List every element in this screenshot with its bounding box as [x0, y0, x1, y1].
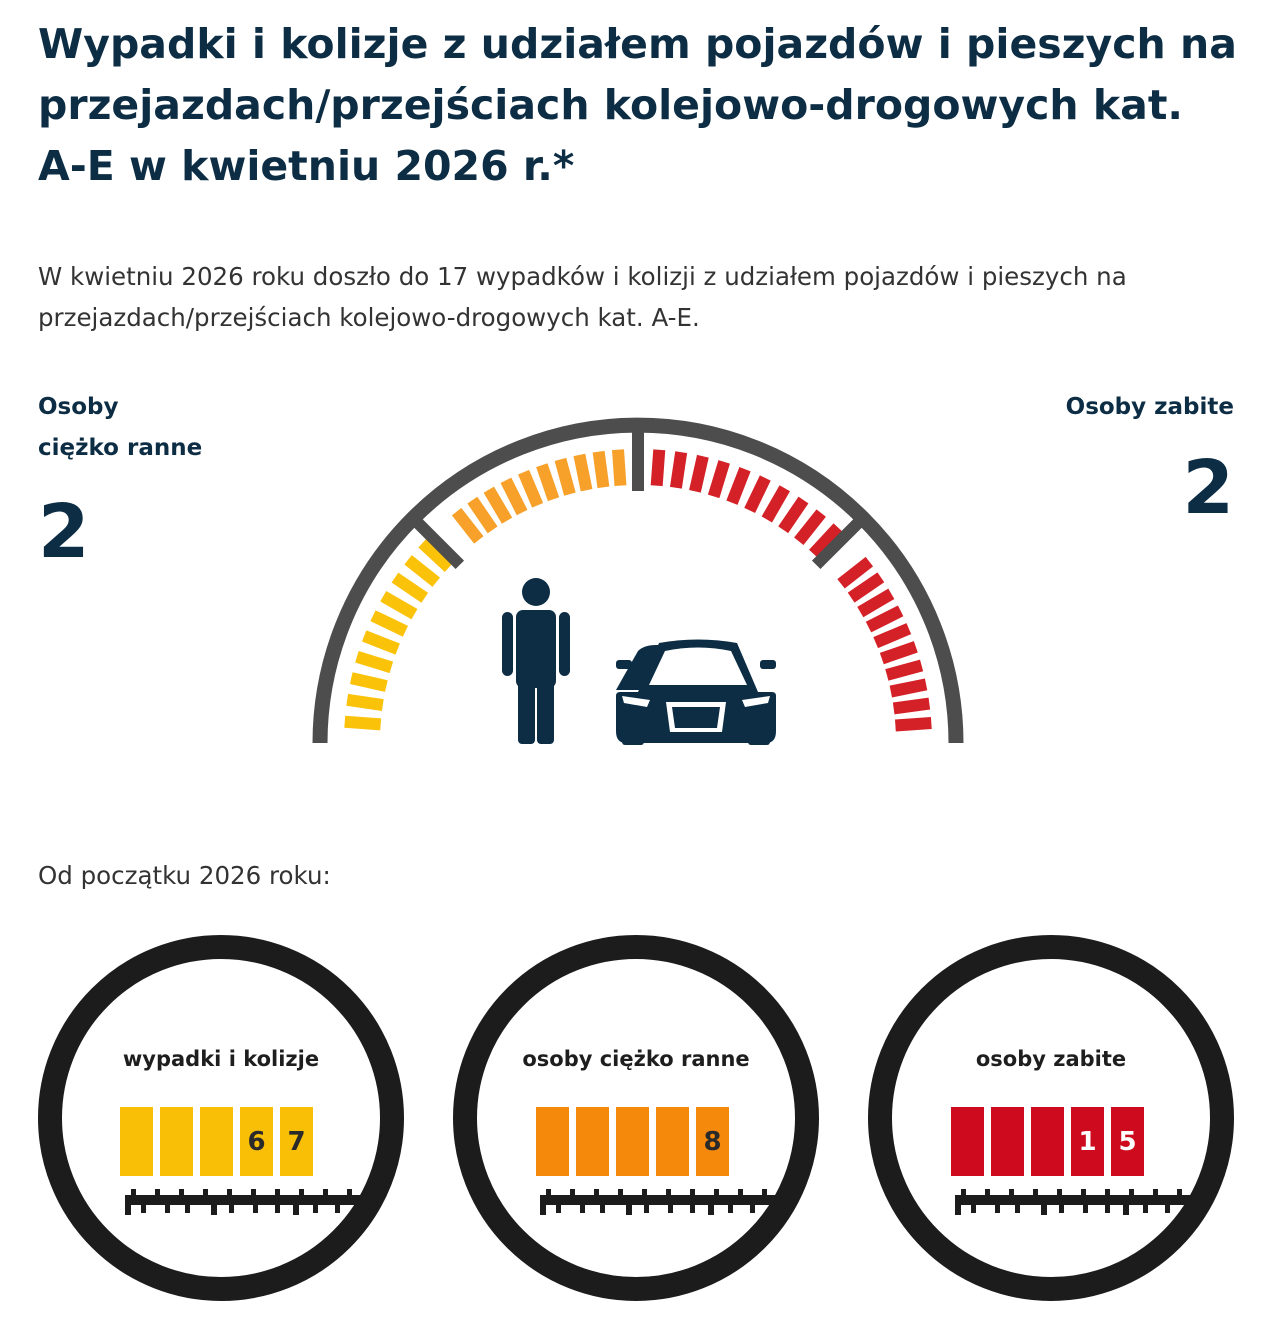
gauge-graphic — [312, 417, 964, 745]
gauge-tick — [889, 678, 928, 698]
digit-cell — [160, 1107, 193, 1176]
digit-cell: 1 — [1071, 1107, 1104, 1176]
gauge-tick — [483, 486, 513, 524]
counter-title: osoby ciężko ranne — [522, 1047, 750, 1071]
gauge-tick — [349, 672, 388, 692]
gauge-tick — [536, 463, 560, 502]
gauge-tick — [418, 538, 453, 572]
gauge-tick — [879, 641, 918, 665]
digit-cell — [991, 1107, 1024, 1176]
stat-killed-label: Osoby zabite — [1065, 394, 1234, 420]
counter-title: osoby zabite — [975, 1047, 1127, 1071]
intro-text: W kwietniu 2026 roku doszło do 17 wypadk… — [38, 262, 1127, 332]
digit-cell — [200, 1107, 233, 1176]
stat-killed-value: 2 — [1182, 445, 1235, 531]
digit-cell: 7 — [280, 1107, 313, 1176]
digit-cell — [536, 1107, 569, 1176]
tire-tread-icon — [955, 1189, 1193, 1215]
digit-cell — [616, 1107, 649, 1176]
gauge-tick — [344, 715, 382, 731]
gauge-tick — [689, 454, 709, 493]
gauge-tick — [612, 449, 627, 487]
gauge-tick — [894, 717, 932, 732]
tire-counter-accidents: wypadki i kolizje 6 7 — [38, 935, 404, 1301]
gauge-tick — [892, 697, 931, 715]
gauge-tick — [554, 457, 576, 496]
gauge-tick — [380, 591, 418, 620]
gauge-tick — [837, 556, 874, 589]
digit-counter: 6 7 — [120, 1107, 313, 1176]
tire-tread-icon — [125, 1189, 363, 1215]
digit-cell: 8 — [696, 1107, 729, 1176]
digit-cell: 6 — [240, 1107, 273, 1176]
gauge-tick — [467, 496, 498, 534]
digit-counter: 8 — [536, 1107, 729, 1176]
tire-counter-injured: osoby ciężko ranne 8 — [453, 935, 819, 1301]
gauge-tick — [500, 477, 528, 516]
tire-counter-killed: osoby zabite 1 5 — [868, 935, 1234, 1301]
gauge-divider — [407, 512, 465, 570]
gauge-tick — [707, 460, 730, 499]
gauge-tick — [518, 469, 544, 508]
gauge-tick — [391, 572, 429, 603]
gauge-tick — [669, 451, 688, 489]
gauge-tick — [778, 496, 809, 534]
digit-counter: 1 5 — [951, 1107, 1144, 1176]
gauge-divider — [811, 512, 869, 570]
gauge-ticks — [344, 449, 932, 732]
tire-tread-icon — [540, 1189, 778, 1215]
gauge-tick — [451, 507, 484, 544]
gauge-tick — [726, 466, 751, 505]
gauge-tick — [847, 572, 885, 603]
gauge-tick — [761, 485, 790, 523]
gauge-tick — [370, 610, 409, 637]
gauge-tick — [346, 693, 384, 712]
stat-injured-label-line1: Osoby — [38, 394, 119, 420]
gauge-tick — [573, 453, 593, 492]
gauge-tick — [885, 659, 924, 681]
page-title: Wypadki i kolizje z udziałem pojazdów i … — [38, 20, 1237, 190]
gauge-tick — [744, 475, 771, 514]
digit-cell — [1031, 1107, 1064, 1176]
gauge-tick — [873, 623, 912, 649]
gauge-dividers — [407, 423, 869, 570]
ytd-label: Od początku 2026 roku: — [38, 861, 331, 890]
gauge-tick — [809, 523, 843, 558]
car-icon — [616, 639, 776, 745]
digit-cell — [656, 1107, 689, 1176]
pedestrian-icon — [502, 578, 570, 744]
gauge-tick — [865, 605, 904, 633]
digit-cell — [576, 1107, 609, 1176]
gauge-tick — [355, 651, 394, 674]
gauge-tick — [404, 555, 440, 587]
digit-cell — [120, 1107, 153, 1176]
counter-title: wypadki i kolizje — [122, 1047, 320, 1071]
gauge-tick — [361, 630, 400, 655]
digit-cell — [951, 1107, 984, 1176]
gauge-tick — [857, 588, 895, 618]
stat-injured-value: 2 — [38, 489, 90, 575]
stat-injured-label-line2: ciężko ranne — [38, 435, 203, 461]
gauge-tick — [794, 509, 826, 545]
gauge-tick — [650, 449, 666, 487]
digit-cell: 5 — [1111, 1107, 1144, 1176]
gauge-tick — [592, 450, 610, 489]
